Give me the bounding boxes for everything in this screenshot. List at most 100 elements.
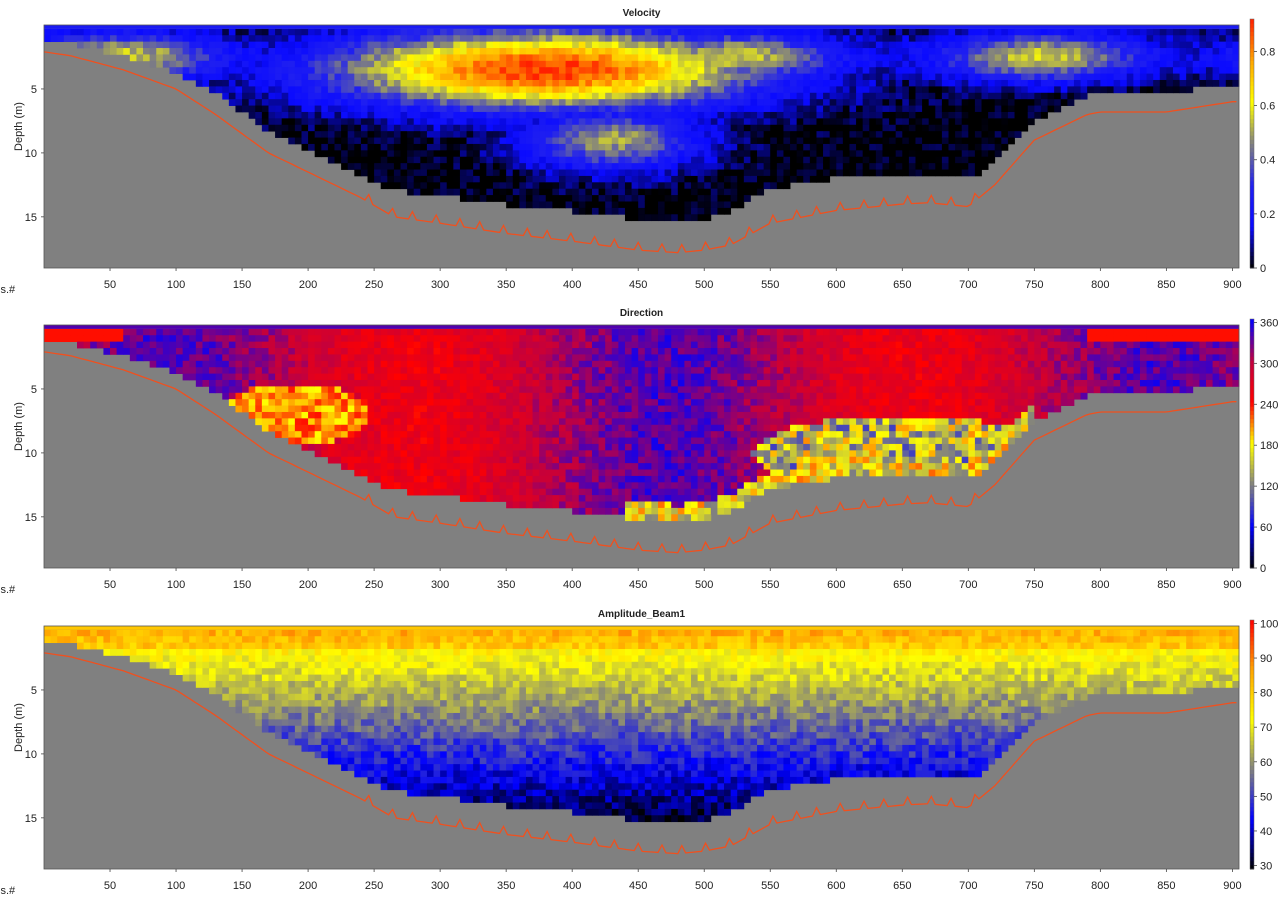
heatmap-cell <box>1120 35 1128 43</box>
heatmap-cell <box>624 105 632 113</box>
heatmap-cell <box>981 35 989 43</box>
heatmap-cell <box>499 156 507 164</box>
heatmap-cell <box>545 131 553 138</box>
heatmap-cell <box>545 411 553 419</box>
heatmap-cell <box>730 73 738 81</box>
heatmap-cell <box>360 131 368 138</box>
heatmap-cell <box>842 105 850 113</box>
heatmap-cell <box>1027 92 1035 100</box>
heatmap-cell <box>691 182 699 190</box>
heatmap-cell <box>572 360 580 368</box>
heatmap-cell <box>1067 99 1075 106</box>
heatmap-cell <box>664 169 672 177</box>
heatmap-cell <box>558 475 566 483</box>
heatmap-cell <box>400 469 408 477</box>
heatmap-cell <box>275 28 283 36</box>
heatmap-cell <box>737 195 745 202</box>
heatmap-cell <box>882 67 890 74</box>
heatmap-cell <box>400 475 408 483</box>
heatmap-cell <box>360 143 368 151</box>
heatmap-cell <box>809 67 817 74</box>
heatmap-cell <box>545 424 553 432</box>
heatmap-cell <box>479 86 487 94</box>
heatmap-cell <box>446 463 454 470</box>
heatmap-cell <box>215 79 223 87</box>
heatmap-cell <box>875 150 883 158</box>
heatmap-cell <box>360 35 368 43</box>
heatmap-cell <box>261 379 269 387</box>
heatmap-cell <box>459 99 467 106</box>
heatmap-cell <box>308 111 316 119</box>
heatmap-cell <box>393 348 401 355</box>
heatmap-cell <box>545 188 553 196</box>
heatmap-cell <box>136 335 144 343</box>
heatmap-cell <box>902 105 910 113</box>
heatmap-cell <box>308 411 316 419</box>
heatmap-cell <box>374 48 382 55</box>
heatmap-cell <box>426 124 434 132</box>
heatmap-cell <box>327 424 335 432</box>
heatmap-cell <box>941 99 949 106</box>
heatmap-cell <box>895 111 903 119</box>
heatmap-cell <box>327 437 335 445</box>
heatmap-cell <box>1192 67 1200 74</box>
heatmap-cell <box>578 111 586 119</box>
heatmap-cell <box>539 431 547 438</box>
heatmap-cell <box>492 169 500 177</box>
x-tick-label: 750 <box>1025 279 1043 291</box>
heatmap-cell <box>961 92 969 100</box>
heatmap-cell <box>393 386 401 394</box>
heatmap-cell <box>532 392 540 400</box>
heatmap-cell <box>743 28 751 36</box>
heatmap-cell <box>420 482 428 490</box>
heatmap-cell <box>492 431 500 438</box>
heatmap-cell <box>473 379 481 387</box>
chart-title: Velocity <box>623 8 661 19</box>
heatmap-cell <box>882 99 890 106</box>
heatmap-cell <box>737 124 745 132</box>
heatmap-cell <box>618 131 626 138</box>
heatmap-cell <box>314 60 322 68</box>
heatmap-cell <box>809 92 817 100</box>
heatmap-cell <box>585 169 593 177</box>
heatmap-cell <box>440 450 448 458</box>
heatmap-cell <box>1021 124 1029 132</box>
heatmap-cell <box>308 41 316 49</box>
heatmap-cell <box>915 60 923 68</box>
heatmap-cell <box>426 99 434 106</box>
heatmap-cell <box>624 124 632 132</box>
heatmap-cell <box>770 175 778 183</box>
heatmap-cell <box>658 182 666 190</box>
heatmap-cell <box>572 354 580 362</box>
heatmap-cell <box>136 348 144 355</box>
heatmap-cell <box>156 60 164 68</box>
heatmap-cell <box>1014 124 1022 132</box>
heatmap-cell <box>539 67 547 74</box>
heatmap-cell <box>585 86 593 94</box>
heatmap-cell <box>796 124 804 132</box>
heatmap-cell <box>750 156 758 164</box>
heatmap-cell <box>169 328 177 336</box>
heatmap-cell <box>638 48 646 55</box>
heatmap-cell <box>162 354 170 362</box>
heatmap-cell <box>347 143 355 151</box>
colorbar-strip <box>1250 251 1254 257</box>
heatmap-cell <box>499 488 507 496</box>
heatmap-cell <box>935 48 943 55</box>
heatmap-cell <box>519 143 527 151</box>
heatmap-cell <box>1106 86 1114 94</box>
heatmap-cell <box>341 463 349 470</box>
heatmap-cell <box>149 48 157 55</box>
heatmap-cell <box>407 92 415 100</box>
heatmap-cell <box>763 182 771 190</box>
heatmap-cell <box>473 437 481 445</box>
heatmap-cell <box>301 105 309 113</box>
heatmap-cell <box>697 131 705 138</box>
heatmap-cell <box>644 124 652 132</box>
heatmap-cell <box>433 386 441 394</box>
heatmap-cell <box>407 99 415 106</box>
heatmap-cell <box>545 60 553 68</box>
heatmap-cell <box>658 99 666 106</box>
heatmap-cell <box>994 48 1002 55</box>
heatmap-cell <box>849 35 857 43</box>
